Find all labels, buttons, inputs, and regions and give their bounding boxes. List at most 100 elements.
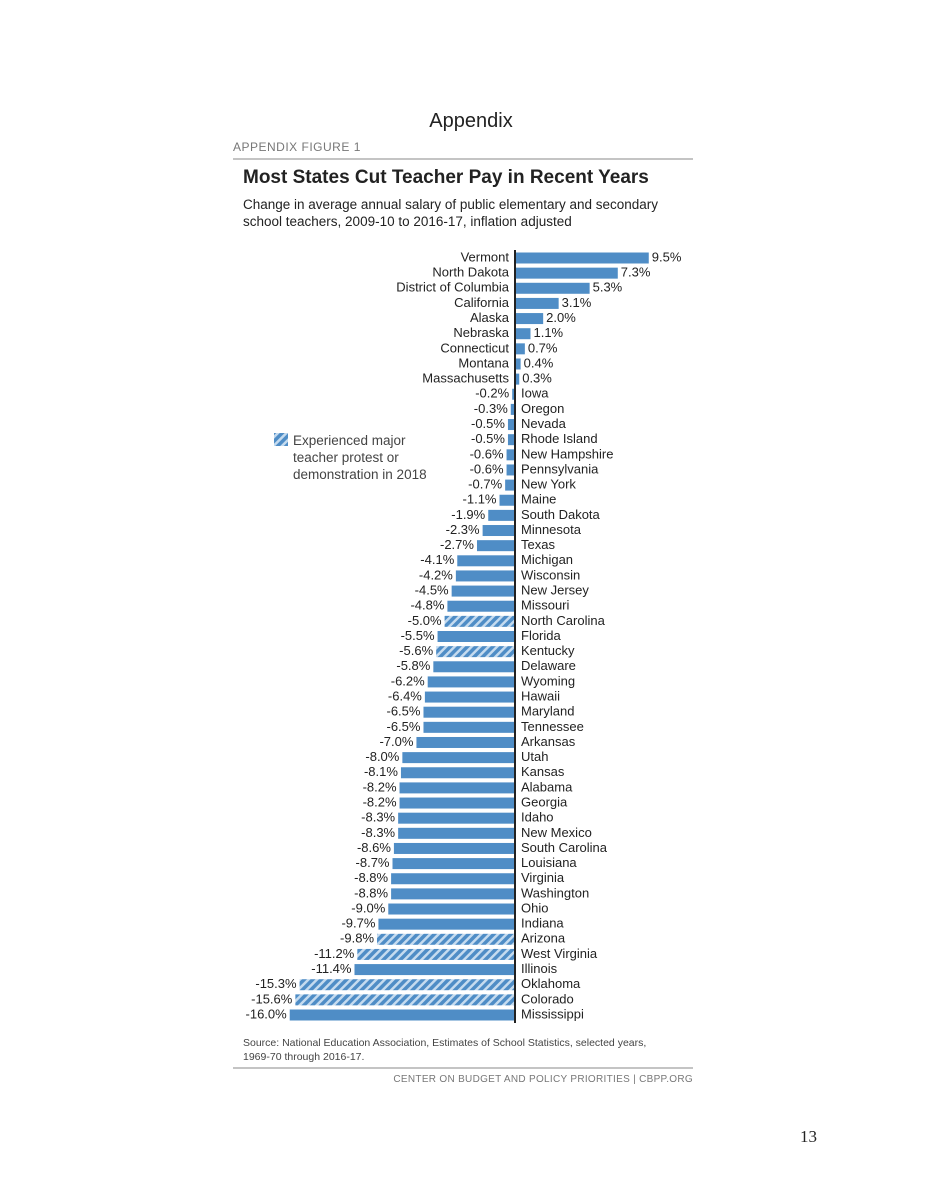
chart-subtitle: Change in average annual salary of publi… <box>243 197 659 229</box>
category-label: California <box>454 295 510 310</box>
bar <box>299 979 515 991</box>
bar <box>378 918 515 930</box>
category-label: Mississippi <box>521 1006 584 1021</box>
category-label: Idaho <box>521 810 554 825</box>
category-label: New Jersey <box>521 583 589 598</box>
value-label: -0.2% <box>475 386 509 401</box>
category-label: Wisconsin <box>521 567 580 582</box>
value-label: -1.1% <box>463 492 497 507</box>
value-label: -16.0% <box>246 1006 288 1021</box>
value-label: -1.9% <box>451 507 485 522</box>
value-label: -0.6% <box>470 446 504 461</box>
value-label: -15.3% <box>255 976 297 991</box>
bar <box>510 403 515 415</box>
value-label: -9.0% <box>351 900 385 915</box>
value-label: 5.3% <box>593 280 623 295</box>
category-label: Massachusetts <box>422 371 509 386</box>
value-label: -4.5% <box>415 583 449 598</box>
bar <box>423 706 515 718</box>
category-label: Rhode Island <box>521 431 598 446</box>
value-label: -0.6% <box>470 461 504 476</box>
bar <box>444 615 515 627</box>
category-label: Colorado <box>521 991 574 1006</box>
value-label: -8.2% <box>363 779 397 794</box>
chart-title: Most States Cut Teacher Pay in Recent Ye… <box>243 167 649 188</box>
bar <box>507 419 515 431</box>
legend-swatch <box>274 433 288 446</box>
value-label: -11.2% <box>314 946 355 961</box>
category-label: Minnesota <box>521 522 582 537</box>
bar <box>515 358 521 370</box>
category-label: Iowa <box>521 386 549 401</box>
value-label: -11.4% <box>311 961 352 976</box>
value-label: -9.7% <box>341 916 375 931</box>
category-label: Illinois <box>521 961 558 976</box>
category-label: Oregon <box>521 401 564 416</box>
category-label: Texas <box>521 537 555 552</box>
value-label: 9.5% <box>652 249 682 264</box>
value-label: 7.3% <box>621 265 651 280</box>
category-label: Georgia <box>521 794 568 809</box>
value-label: -8.8% <box>354 885 388 900</box>
bar <box>400 767 515 779</box>
value-label: -0.5% <box>471 431 505 446</box>
category-label: West Virginia <box>521 946 598 961</box>
category-label: South Carolina <box>521 840 608 855</box>
bar <box>391 888 515 900</box>
category-label: Oklahoma <box>521 976 581 991</box>
category-label: Louisiana <box>521 855 577 870</box>
bar <box>488 509 515 521</box>
category-label: Nebraska <box>453 325 509 340</box>
value-label: 0.7% <box>528 340 558 355</box>
bar <box>455 570 515 582</box>
bar <box>515 373 520 385</box>
bar <box>354 964 515 976</box>
category-label: Florida <box>521 628 562 643</box>
value-label: -6.5% <box>387 719 421 734</box>
value-label: 0.4% <box>524 355 554 370</box>
category-label: Arizona <box>521 931 566 946</box>
bar <box>482 525 515 537</box>
value-label: -8.7% <box>356 855 390 870</box>
bar <box>398 827 515 839</box>
bar <box>512 388 515 400</box>
bar <box>357 948 515 960</box>
value-label: -2.3% <box>446 522 480 537</box>
category-label: Ohio <box>521 900 548 915</box>
category-label: Maryland <box>521 704 574 719</box>
bar <box>457 555 515 567</box>
value-label: -0.5% <box>471 416 505 431</box>
category-label: New York <box>521 477 576 492</box>
value-label: -5.0% <box>408 613 442 628</box>
category-label: Michigan <box>521 552 573 567</box>
category-label: Washington <box>521 885 589 900</box>
value-label: 3.1% <box>562 295 592 310</box>
category-label: Arkansas <box>521 734 576 749</box>
value-label: -5.6% <box>399 643 433 658</box>
category-label: Utah <box>521 749 548 764</box>
category-label: Vermont <box>461 249 510 264</box>
value-label: -8.6% <box>357 840 391 855</box>
bar <box>399 797 515 809</box>
bar <box>377 933 515 945</box>
value-label: -4.8% <box>410 598 444 613</box>
value-label: -8.3% <box>361 825 395 840</box>
bar <box>506 464 515 476</box>
value-label: -5.5% <box>401 628 435 643</box>
category-label: North Dakota <box>432 265 509 280</box>
bar <box>515 282 590 294</box>
heading: Appendix <box>429 110 513 132</box>
bar <box>506 449 515 461</box>
category-label: Alaska <box>470 310 510 325</box>
category-label: Montana <box>458 355 509 370</box>
value-label: -8.2% <box>363 794 397 809</box>
figure-label: APPENDIX FIGURE 1 <box>233 140 361 154</box>
category-label: Wyoming <box>521 673 575 688</box>
value-label: -6.4% <box>388 688 422 703</box>
bar <box>515 267 618 279</box>
bar <box>289 1009 515 1021</box>
value-label: -8.1% <box>364 764 398 779</box>
value-label: -15.6% <box>251 991 293 1006</box>
category-label: Virginia <box>521 870 565 885</box>
